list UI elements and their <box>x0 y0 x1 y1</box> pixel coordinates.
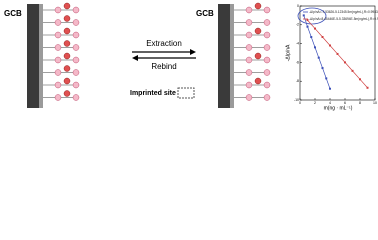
x-tick-label: 10 <box>373 101 377 105</box>
electrode <box>27 4 39 108</box>
point <box>321 67 324 70</box>
electrode-label: GCB <box>196 9 214 18</box>
monomer <box>54 6 62 14</box>
fit-line <box>303 15 331 89</box>
legend-entry: -ΔIp/nA=8.45446E-5-5.33694E-5m(ng/mL),R=… <box>309 17 378 21</box>
monomer <box>263 31 271 39</box>
point <box>344 61 346 64</box>
monomer <box>263 56 271 64</box>
point <box>329 44 331 47</box>
template <box>63 65 71 72</box>
monomer <box>245 31 253 39</box>
template <box>63 15 71 22</box>
point <box>306 19 309 22</box>
imprinted-site-icon <box>177 87 195 99</box>
y-axis-label: -ΔIp/nA <box>285 44 291 61</box>
monomer <box>72 6 80 14</box>
monomer <box>72 56 80 64</box>
arrow-head <box>132 55 138 61</box>
monomer <box>245 69 253 76</box>
y-tick-label: -8 <box>296 79 299 83</box>
monomer <box>54 44 62 51</box>
arrow-head <box>190 49 196 55</box>
y-tick-label: -4 <box>296 42 299 46</box>
point <box>329 87 331 90</box>
electrode-label: GCB <box>4 9 22 18</box>
monomer <box>245 94 253 101</box>
template <box>254 77 262 85</box>
monomer <box>54 81 62 89</box>
x-tick-label: 2 <box>314 101 316 105</box>
monomer <box>72 31 80 39</box>
template <box>63 40 71 47</box>
monomer <box>54 31 62 39</box>
monomer <box>263 81 271 89</box>
legend-label: Imprinted site <box>130 90 176 97</box>
y-tick-label: -10 <box>294 98 299 102</box>
x-tick-label: 0 <box>299 101 301 105</box>
monomer <box>72 19 80 26</box>
template <box>63 27 71 35</box>
template <box>63 77 71 85</box>
highlight <box>297 7 327 25</box>
monomer <box>245 44 253 51</box>
point <box>317 56 320 59</box>
electrode <box>218 4 230 108</box>
arrow-label: Extraction <box>146 39 182 48</box>
film <box>39 4 43 108</box>
point <box>325 77 328 80</box>
point <box>310 36 313 39</box>
monomer <box>72 69 80 76</box>
monomer <box>263 19 271 26</box>
x-tick-label: 6 <box>344 101 346 105</box>
point <box>366 86 369 89</box>
y-tick-label: -6 <box>296 60 299 64</box>
monomer <box>263 69 271 76</box>
x-tick-label: 4 <box>329 101 331 105</box>
x-axis-label: m(ng · mL⁻¹) <box>324 105 353 111</box>
template <box>63 52 71 60</box>
point <box>359 78 361 81</box>
point <box>306 25 309 28</box>
monomer <box>263 94 271 101</box>
monomer <box>54 94 62 101</box>
monomer <box>54 69 62 76</box>
template <box>63 90 71 97</box>
monomer <box>263 44 271 51</box>
template <box>63 2 71 10</box>
monomer <box>245 19 253 26</box>
graphic: GCB GCB Extraction Rebind Imprinted site… <box>4 2 378 111</box>
x-tick-label: 8 <box>359 101 361 105</box>
point <box>314 27 316 30</box>
point <box>302 14 305 17</box>
point <box>314 46 316 49</box>
monomer <box>72 94 80 101</box>
monomer <box>245 81 253 89</box>
monomer <box>245 56 253 64</box>
page: {"diagram": { "left_electrode": "GCB", "… <box>0 0 378 117</box>
legend-entry: -ΔIp/nA=-7.53626-5.12345.5m(ng/mL),R=0.9… <box>309 10 378 14</box>
template <box>254 52 262 60</box>
y-tick-label: -2 <box>296 23 299 27</box>
template <box>254 2 262 10</box>
arrow-label: Rebind <box>151 62 176 71</box>
monomer <box>72 81 80 89</box>
monomer <box>54 19 62 26</box>
point <box>351 69 354 72</box>
template <box>254 27 262 35</box>
film <box>230 4 234 108</box>
y-tick-label: 0 <box>297 4 299 8</box>
monomer <box>72 44 80 51</box>
monomer <box>263 6 271 14</box>
point <box>336 52 339 55</box>
point <box>321 36 324 39</box>
monomer <box>54 56 62 64</box>
monomer <box>245 6 253 14</box>
